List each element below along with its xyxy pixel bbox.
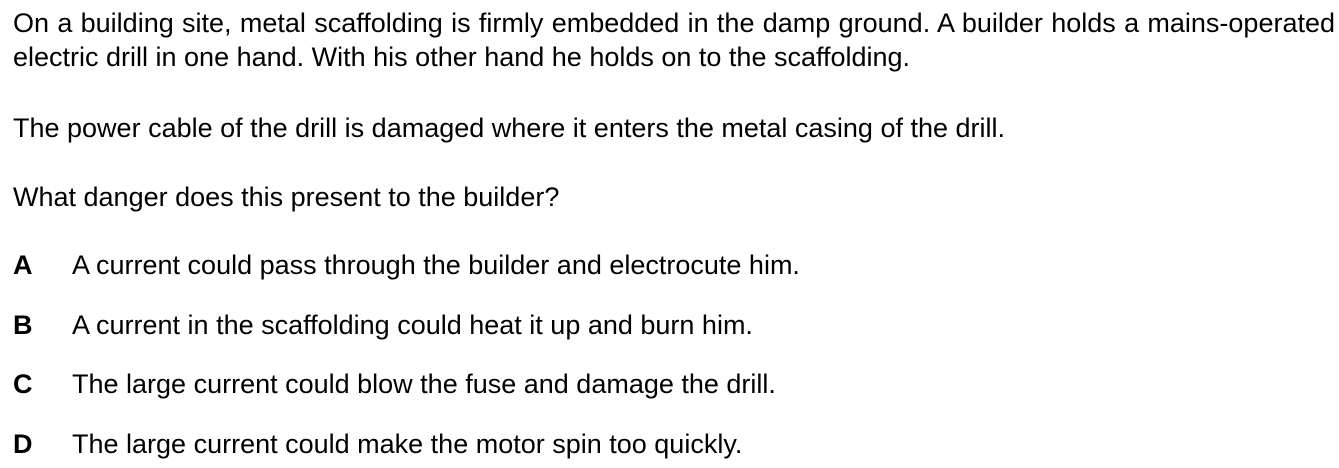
option-text: A current in the scaffolding could heat … [72,310,753,340]
option-letter: D [13,429,33,459]
option-text: The large current could make the motor s… [72,429,743,459]
question-prompt: What danger does this present to the bui… [13,182,560,212]
answer-option-d[interactable]: D The large current could make the motor… [13,427,742,461]
option-text: A current could pass through the builder… [72,250,800,280]
option-letter: C [13,369,33,399]
option-text: The large current could blow the fuse an… [72,369,776,399]
option-letter: A [13,250,33,280]
answer-option-a[interactable]: A A current could pass through the build… [13,248,800,282]
option-letter: B [13,310,33,340]
answer-option-c[interactable]: C The large current could blow the fuse … [13,367,776,401]
question-paragraph-2: The power cable of the drill is damaged … [13,113,1006,143]
answer-option-b[interactable]: B A current in the scaffolding could hea… [13,308,753,342]
question-paragraph-1: On a building site, metal scaffolding is… [13,8,1335,72]
